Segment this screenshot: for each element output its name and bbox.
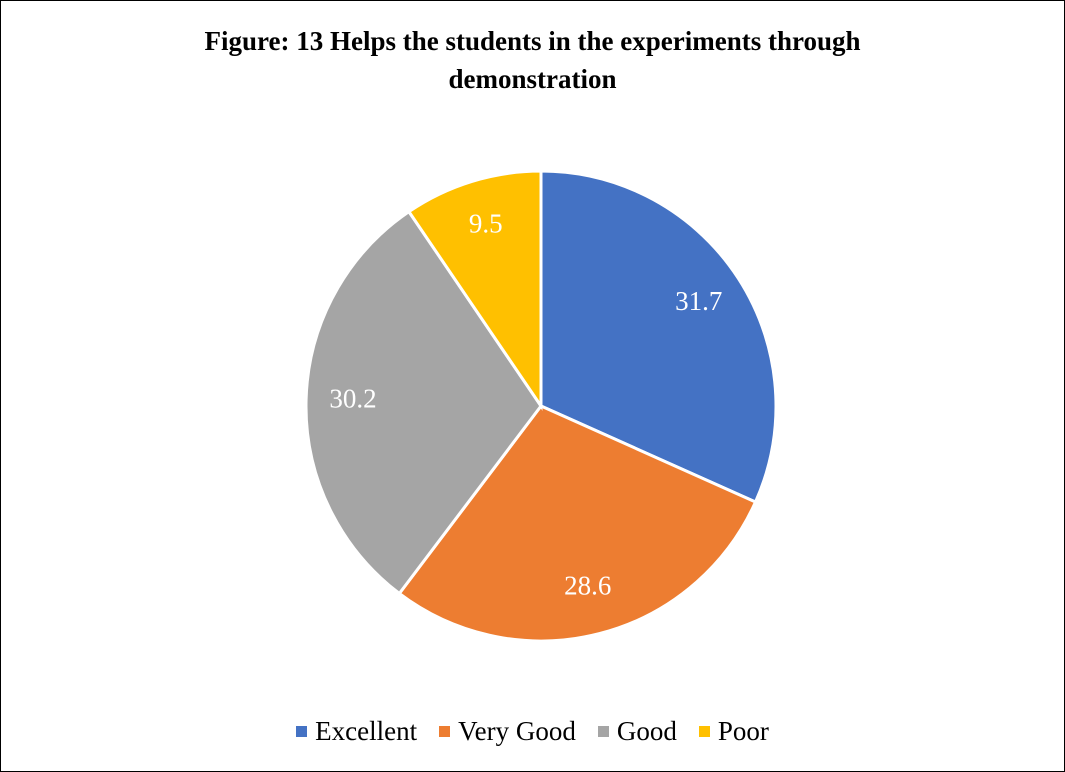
pie-slice xyxy=(406,169,543,411)
legend-swatch xyxy=(698,726,710,737)
data-label: 9.5 xyxy=(469,209,503,239)
legend-item: Good xyxy=(597,716,677,747)
chart-title: Figure: 13 Helps the students in the exp… xyxy=(204,26,861,94)
legend-label: Good xyxy=(616,716,677,746)
legend-label: Excellent xyxy=(315,716,418,746)
pie-slice xyxy=(304,209,543,596)
legend-item: Very Good xyxy=(439,716,576,747)
legend: Excellent Very Good Good Poor xyxy=(0,716,1065,747)
legend-item: Poor xyxy=(698,716,769,747)
data-label: 30.2 xyxy=(329,383,376,413)
pie-slice xyxy=(539,169,778,505)
legend-swatch xyxy=(439,726,451,737)
legend-label: Poor xyxy=(717,716,769,746)
data-label: 31.7 xyxy=(675,286,722,316)
legend-item: Excellent xyxy=(296,716,417,747)
pie-slice xyxy=(397,404,758,643)
legend-swatch xyxy=(597,726,609,737)
legend-label: Very Good xyxy=(458,716,576,746)
legend-swatch xyxy=(296,726,308,737)
data-label: 28.6 xyxy=(564,570,611,600)
